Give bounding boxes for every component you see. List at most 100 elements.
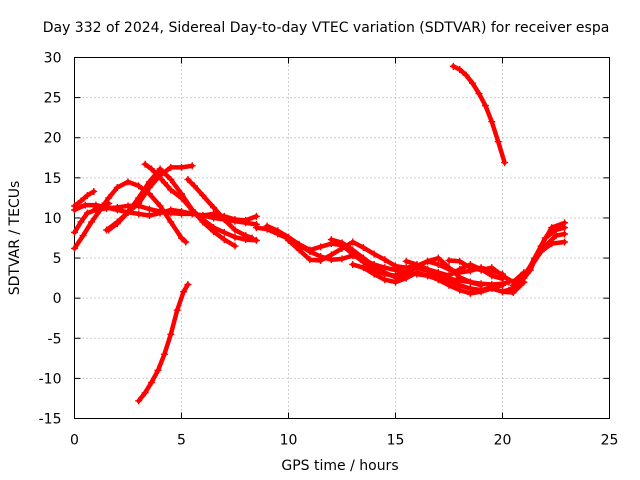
data-point bbox=[434, 276, 442, 284]
series-line bbox=[451, 64, 507, 165]
x-tick-label: 10 bbox=[280, 433, 298, 449]
data-point bbox=[392, 262, 399, 270]
data-point bbox=[317, 256, 325, 264]
data-point bbox=[349, 238, 357, 246]
data-point bbox=[359, 264, 367, 272]
data-point bbox=[445, 272, 453, 280]
data-point bbox=[113, 206, 121, 214]
series-arc-3 bbox=[71, 187, 98, 210]
data-point bbox=[477, 288, 485, 296]
data-point bbox=[516, 278, 524, 286]
data-point bbox=[456, 66, 464, 74]
data-point bbox=[156, 202, 164, 210]
data-point bbox=[548, 224, 556, 232]
data-point bbox=[188, 206, 196, 214]
data-point bbox=[135, 210, 143, 218]
data-point bbox=[475, 90, 483, 98]
data-point bbox=[552, 232, 560, 240]
data-point bbox=[231, 216, 239, 224]
data-point bbox=[190, 182, 198, 190]
data-point bbox=[79, 232, 87, 240]
data-point bbox=[466, 289, 474, 297]
data-point bbox=[359, 254, 367, 262]
data-point bbox=[160, 350, 168, 358]
data-point bbox=[499, 272, 506, 280]
data-point bbox=[327, 236, 335, 244]
series-arc-4 bbox=[71, 178, 190, 252]
data-point bbox=[113, 220, 121, 228]
data-point bbox=[469, 79, 477, 87]
data-point bbox=[456, 257, 464, 265]
data-point bbox=[242, 216, 250, 224]
data-point bbox=[306, 246, 314, 254]
data-point bbox=[71, 244, 78, 252]
data-point bbox=[477, 281, 485, 289]
data-point bbox=[199, 216, 207, 224]
data-point bbox=[449, 62, 457, 70]
series-arc-18 bbox=[449, 62, 509, 167]
data-point bbox=[370, 262, 378, 270]
data-point bbox=[77, 218, 85, 226]
data-point bbox=[526, 264, 534, 272]
data-point bbox=[71, 202, 78, 210]
x-tick-label: 0 bbox=[70, 433, 79, 449]
data-point bbox=[105, 200, 113, 208]
data-point bbox=[370, 250, 378, 258]
series-arc-16 bbox=[402, 257, 506, 283]
data-point bbox=[98, 202, 106, 210]
data-point bbox=[413, 260, 421, 268]
data-point bbox=[178, 163, 185, 171]
data-point bbox=[182, 238, 190, 246]
data-point bbox=[252, 212, 260, 220]
data-point bbox=[231, 242, 239, 250]
data-point bbox=[210, 204, 218, 212]
data-point bbox=[499, 281, 506, 289]
data-point bbox=[424, 272, 432, 280]
data-point bbox=[83, 209, 91, 217]
axis-ticks bbox=[74, 57, 610, 419]
data-point bbox=[499, 288, 506, 296]
data-point bbox=[263, 222, 271, 230]
data-point bbox=[178, 208, 185, 216]
data-series bbox=[71, 62, 569, 405]
data-point bbox=[154, 171, 162, 179]
series-line bbox=[72, 189, 97, 209]
data-point bbox=[402, 257, 410, 265]
data-point bbox=[381, 276, 389, 284]
data-point bbox=[402, 274, 410, 282]
data-point bbox=[184, 175, 192, 183]
data-point bbox=[505, 286, 513, 294]
data-point bbox=[252, 224, 260, 232]
data-point bbox=[445, 265, 453, 273]
data-point bbox=[141, 160, 149, 168]
data-point bbox=[381, 256, 389, 264]
x-tick-label: 25 bbox=[601, 433, 619, 449]
series-line bbox=[446, 258, 527, 285]
data-point bbox=[501, 159, 509, 167]
data-point bbox=[90, 187, 98, 195]
data-point bbox=[167, 330, 175, 338]
data-point bbox=[434, 260, 442, 268]
data-point bbox=[381, 268, 389, 276]
data-point bbox=[402, 264, 410, 272]
y-tick-label: -5 bbox=[48, 331, 62, 347]
data-point bbox=[160, 179, 168, 187]
data-point bbox=[338, 255, 346, 263]
series-line bbox=[517, 239, 567, 285]
data-point bbox=[370, 270, 378, 278]
data-point bbox=[124, 178, 132, 186]
data-point bbox=[92, 204, 100, 212]
y-tick-label: 25 bbox=[44, 91, 62, 107]
y-tick-label: 20 bbox=[44, 131, 62, 147]
y-tick-label: -10 bbox=[39, 371, 62, 387]
x-tick-label: 15 bbox=[387, 433, 405, 449]
data-point bbox=[105, 226, 113, 234]
x-axis-tick-labels: 0 5 10 15 20 25 bbox=[70, 433, 618, 449]
grid bbox=[74, 57, 610, 419]
y-tick-label: -15 bbox=[39, 412, 62, 428]
data-point bbox=[466, 264, 474, 272]
y-axis-title: SDTVAR / TECUs bbox=[7, 181, 23, 296]
data-point bbox=[494, 138, 502, 146]
data-point bbox=[145, 205, 153, 213]
data-point bbox=[173, 306, 181, 314]
